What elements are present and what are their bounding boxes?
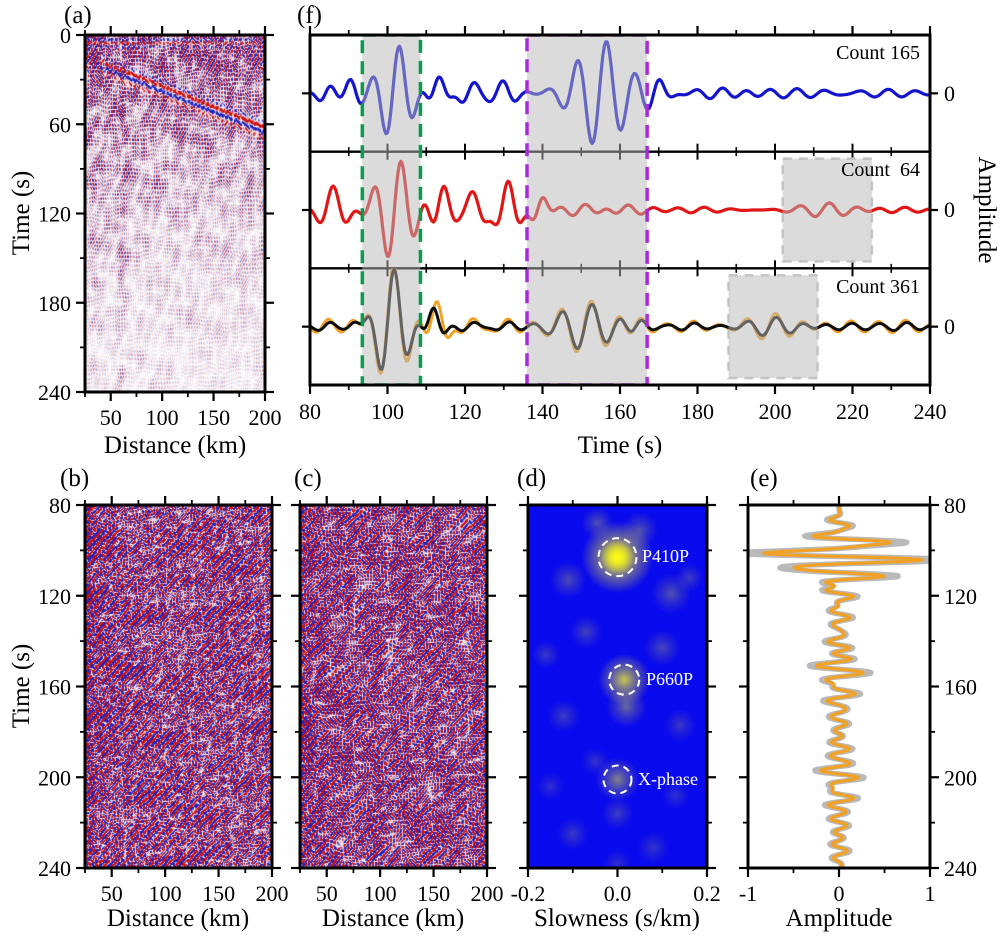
axis-ylabel-amplitude-right: Amplitude xyxy=(973,156,1000,264)
tick-label: 200 xyxy=(944,765,977,790)
tick-label: 50 xyxy=(101,881,123,906)
tick-label: 60 xyxy=(49,112,71,137)
axis-xlabel-slowness-d: Slowness (s/km) xyxy=(534,905,700,932)
axis-xlabel-distance-a: Distance (km) xyxy=(103,432,247,459)
tick-label: 240 xyxy=(914,399,947,424)
purple-window-fill xyxy=(527,35,648,385)
panel-c-canvas xyxy=(300,505,487,868)
zero-label-row2: 0 xyxy=(944,197,955,222)
tick-label: 120 xyxy=(38,584,71,609)
panel-b-canvas xyxy=(85,505,272,868)
tick-label: 50 xyxy=(316,881,338,906)
axis-xlabel-distance-b: Distance (km) xyxy=(106,905,250,932)
axis-xlabel-time-f: Time (s) xyxy=(577,432,663,459)
tick-label: -1 xyxy=(739,881,757,906)
panel-c-tag: (c) xyxy=(294,465,322,492)
tick-label: 200 xyxy=(38,765,71,790)
axis-xlabel-amplitude-e: Amplitude xyxy=(785,905,893,932)
tick-label: 200 xyxy=(249,405,282,430)
panel-a-canvas xyxy=(85,35,265,392)
panel-f-tag: (f) xyxy=(297,2,322,29)
tick-label: 100 xyxy=(371,399,404,424)
tick-label: 100 xyxy=(364,881,397,906)
tick-label: 80 xyxy=(49,493,71,518)
green-window-fill xyxy=(362,35,421,385)
stack-trace xyxy=(762,505,924,868)
tick-label: 0 xyxy=(834,881,845,906)
tick-label: 100 xyxy=(149,881,182,906)
tick-label: 80 xyxy=(299,399,321,424)
count-label-row2: Count 64 xyxy=(841,159,920,181)
tick-label: 240 xyxy=(38,380,71,405)
tick-label: 140 xyxy=(526,399,559,424)
tick-label: 120 xyxy=(449,399,482,424)
tick-label: 160 xyxy=(604,399,637,424)
tick-label: 120 xyxy=(38,202,71,227)
tick-label: 200 xyxy=(471,881,504,906)
tick-label: 240 xyxy=(38,856,71,881)
tick-label: 180 xyxy=(681,399,714,424)
count-label-row1: Count 165 xyxy=(836,42,920,64)
axis-ylabel-time-top: Time (s) xyxy=(8,170,35,256)
annotation-p660p: P660P xyxy=(646,669,694,689)
tick-label: 150 xyxy=(197,405,230,430)
tick-label: 150 xyxy=(417,881,450,906)
zero-label-row3: 0 xyxy=(944,314,955,339)
zero-label-row1: 0 xyxy=(944,81,955,106)
tick-label: 100 xyxy=(146,405,179,430)
panel-a-tag: (a) xyxy=(64,2,92,29)
tick-label: 120 xyxy=(944,584,977,609)
tick-label: 200 xyxy=(759,399,792,424)
panel-e-tag: (e) xyxy=(750,465,778,492)
panel-f-traces xyxy=(310,35,930,385)
panel-e-trace xyxy=(748,505,930,868)
tick-label: 0.0 xyxy=(604,881,632,906)
tick-label: 180 xyxy=(38,291,71,316)
tick-label: 80 xyxy=(944,493,966,518)
axis-ylabel-time-bottom: Time (s) xyxy=(8,643,35,729)
tick-label: 160 xyxy=(38,675,71,700)
axis-xlabel-distance-c: Distance (km) xyxy=(321,905,465,932)
tick-label: 150 xyxy=(202,881,235,906)
tick-label: 1 xyxy=(925,881,936,906)
tick-label: 220 xyxy=(836,399,869,424)
tick-label: 160 xyxy=(944,675,977,700)
tick-label: 50 xyxy=(100,405,122,430)
count-label-row3: Count 361 xyxy=(836,276,920,298)
panel-d-tag: (d) xyxy=(517,465,547,492)
tick-label: 0.2 xyxy=(693,881,721,906)
tick-label: 240 xyxy=(944,856,977,881)
panel-b-tag: (b) xyxy=(60,465,90,492)
tick-label: 200 xyxy=(256,881,289,906)
annotation-p410p: P410P xyxy=(642,546,690,566)
annotation-xphase: X-phase xyxy=(638,769,698,789)
tick-label: -0.2 xyxy=(511,881,546,906)
